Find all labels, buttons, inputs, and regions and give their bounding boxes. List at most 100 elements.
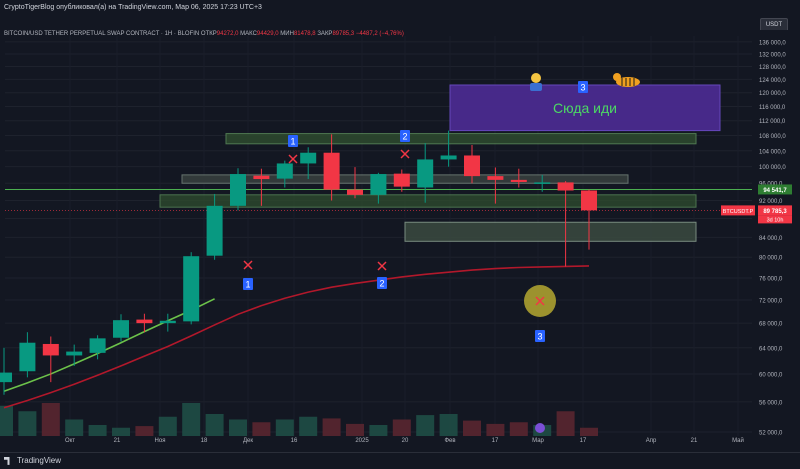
lower-zone bbox=[404, 221, 697, 242]
close-label: ЗАКР bbox=[317, 31, 333, 37]
candle-body bbox=[159, 320, 176, 324]
y-tick-label: 104 000,0 bbox=[759, 149, 786, 155]
annotation-badge bbox=[400, 130, 410, 142]
volume-bar bbox=[299, 416, 318, 436]
volume-bar bbox=[556, 411, 575, 436]
open-value: 94272,0 bbox=[216, 31, 239, 37]
volume-bar bbox=[346, 423, 364, 436]
ticker-tag: BTCUSDT.P bbox=[723, 209, 754, 215]
annotation-badge bbox=[578, 81, 588, 93]
x-tick-label: 18 bbox=[201, 438, 208, 444]
high-label: МАКС bbox=[240, 31, 257, 37]
y-tick-label: 136 000,0 bbox=[759, 40, 786, 46]
candle-body bbox=[510, 179, 527, 182]
candle-body bbox=[440, 155, 457, 160]
y-tick-label: 120 000,0 bbox=[759, 91, 786, 97]
volume-bar bbox=[463, 420, 481, 436]
volume-bar bbox=[509, 422, 528, 436]
candle-body bbox=[417, 159, 434, 188]
x-tick-label: Мар bbox=[532, 438, 544, 444]
volume-bar bbox=[88, 425, 107, 436]
current-price-tag: 89 785,3 bbox=[763, 209, 787, 215]
candle-body bbox=[0, 372, 12, 383]
y-tick-label: 60 000,0 bbox=[759, 372, 783, 378]
volume-bar bbox=[369, 425, 388, 436]
y-tick-label: 76 000,0 bbox=[759, 277, 783, 283]
candle-body bbox=[230, 174, 246, 206]
tradingview-logo: TradingView bbox=[4, 456, 61, 465]
volume-bar bbox=[580, 427, 598, 436]
annotation-badge bbox=[288, 135, 298, 147]
candle-body bbox=[534, 182, 551, 184]
candle-body bbox=[66, 351, 83, 356]
candle-body bbox=[206, 205, 223, 256]
person-icon-body bbox=[530, 83, 542, 91]
x-tick-label: Дек bbox=[243, 438, 253, 444]
volume-bar bbox=[18, 411, 37, 436]
event-icon bbox=[535, 423, 545, 433]
volume-bar bbox=[392, 419, 411, 436]
y-tick-label: 124 000,0 bbox=[759, 78, 786, 84]
volume-bar bbox=[322, 418, 341, 436]
volume-bar bbox=[112, 427, 130, 436]
close-value: 89785,3 bbox=[332, 31, 355, 37]
annotation-number: 2 bbox=[402, 132, 407, 142]
x-marker bbox=[288, 154, 298, 164]
y-tick-label: 116 000,0 bbox=[759, 105, 786, 111]
x-marker bbox=[535, 296, 545, 306]
candle-body bbox=[557, 182, 574, 191]
x-tick-label: 17 bbox=[580, 438, 587, 444]
candle-body bbox=[323, 152, 340, 190]
x-tick-label: 2025 bbox=[355, 438, 369, 444]
y-tick-label: 72 000,0 bbox=[759, 298, 783, 304]
annotation-badge bbox=[535, 330, 545, 342]
volume-bar bbox=[65, 419, 84, 436]
y-tick-label: 112 000,0 bbox=[759, 119, 786, 125]
annotation-number: 1 bbox=[245, 280, 250, 290]
currency-button[interactable]: USDT bbox=[760, 18, 788, 32]
annotation-number: 1 bbox=[290, 137, 295, 147]
annotation-badge bbox=[377, 277, 387, 289]
x-tick-label: Фев bbox=[444, 438, 455, 444]
volume-bar bbox=[135, 426, 154, 436]
candle-body bbox=[347, 189, 363, 195]
support-zone bbox=[159, 194, 697, 208]
resistance-zone-top bbox=[225, 133, 697, 145]
last-price-tag-bg bbox=[758, 184, 792, 195]
y-tick-label: 92 000,0 bbox=[759, 199, 783, 205]
annotation-number: 3 bbox=[537, 332, 542, 342]
x-tick-label: 21 bbox=[114, 438, 121, 444]
x-tick-label: 20 bbox=[402, 438, 409, 444]
y-tick-label: 64 000,0 bbox=[759, 346, 783, 352]
annotation-number: 2 bbox=[379, 279, 384, 289]
tiger-icon-head bbox=[613, 73, 621, 81]
zone-label: Сюда иди bbox=[553, 100, 617, 116]
y-tick-label: 128 000,0 bbox=[759, 65, 786, 71]
x-tick-label: Апр bbox=[646, 438, 657, 444]
x-marker bbox=[400, 149, 410, 159]
candle-body bbox=[276, 163, 293, 179]
volume-bar bbox=[41, 403, 60, 436]
x-marker bbox=[243, 260, 253, 270]
candle-body bbox=[42, 343, 59, 356]
candle-body bbox=[393, 173, 410, 187]
x-tick-label: 17 bbox=[492, 438, 499, 444]
candle-body bbox=[19, 342, 36, 372]
published-line: CryptoTigerBlog опубликовал(а) на Tradin… bbox=[4, 4, 262, 11]
change-value: −4487,2 (−4,76%) bbox=[355, 31, 404, 37]
volume-bar bbox=[182, 403, 201, 436]
person-icon-head bbox=[531, 73, 541, 83]
y-tick-label: 68 000,0 bbox=[759, 322, 783, 328]
candle-body bbox=[253, 175, 270, 180]
x-tick-label: 16 bbox=[291, 438, 298, 444]
open-label: ОТКР bbox=[200, 31, 217, 37]
countdown-tag: 3d 10h bbox=[767, 217, 784, 223]
current-price-tag-bg bbox=[758, 205, 792, 216]
candle-body bbox=[136, 319, 153, 324]
x-tick-label: 21 bbox=[691, 438, 698, 444]
x-tick-label: Ноя bbox=[155, 438, 166, 444]
candle-body bbox=[300, 152, 317, 164]
tiger-icon bbox=[613, 73, 640, 87]
footer-bar: TradingView bbox=[0, 452, 800, 469]
